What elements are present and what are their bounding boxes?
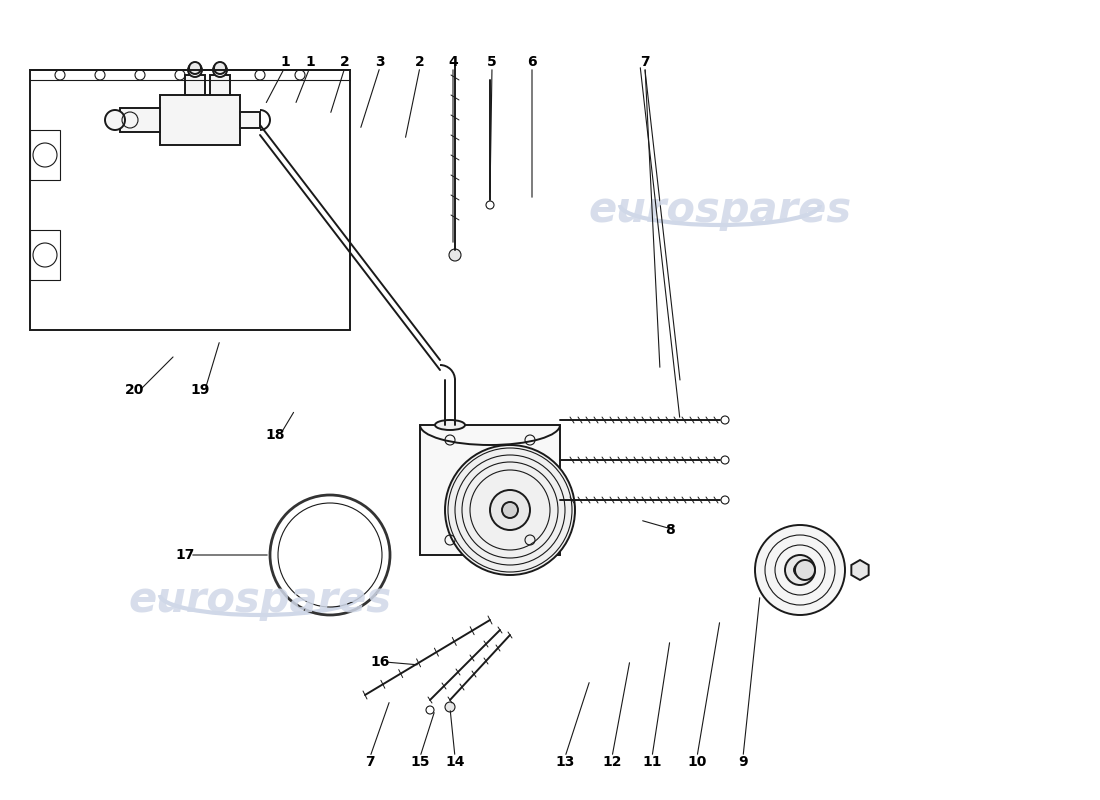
Polygon shape [851, 560, 869, 580]
Text: 14: 14 [446, 755, 464, 769]
Text: 20: 20 [125, 383, 145, 397]
Text: 12: 12 [603, 755, 622, 769]
Bar [420, 425, 560, 555]
Bar [160, 95, 240, 145]
Circle shape [188, 63, 202, 77]
Circle shape [446, 702, 455, 712]
Text: 16: 16 [371, 655, 389, 669]
Text: 5: 5 [487, 55, 497, 69]
Text: 18: 18 [265, 428, 285, 442]
Ellipse shape [434, 420, 465, 430]
Ellipse shape [214, 62, 225, 74]
Circle shape [502, 502, 518, 518]
Bar [30, 70, 350, 330]
Text: eurospares: eurospares [129, 579, 392, 621]
Bar [240, 112, 260, 128]
Bar [120, 108, 160, 132]
Bar [30, 230, 60, 280]
Text: 7: 7 [365, 755, 375, 769]
Text: eurospares: eurospares [588, 189, 851, 231]
Circle shape [446, 445, 575, 575]
Text: 15: 15 [410, 755, 430, 769]
Circle shape [449, 249, 461, 261]
Circle shape [794, 564, 806, 576]
Text: 3: 3 [375, 55, 385, 69]
Text: 7: 7 [640, 55, 650, 69]
Text: 1: 1 [305, 55, 315, 69]
Text: 17: 17 [175, 548, 195, 562]
Text: 4: 4 [448, 55, 458, 69]
Text: 19: 19 [190, 383, 210, 397]
Bar [185, 75, 205, 95]
Circle shape [104, 110, 125, 130]
Text: 2: 2 [340, 55, 350, 69]
Text: 10: 10 [688, 755, 706, 769]
Text: 9: 9 [738, 755, 748, 769]
Bar [210, 75, 230, 95]
Bar [30, 130, 60, 180]
Circle shape [755, 525, 845, 615]
Ellipse shape [189, 62, 201, 74]
Circle shape [785, 555, 815, 585]
Circle shape [213, 63, 227, 77]
Text: 8: 8 [666, 523, 675, 537]
Text: 6: 6 [527, 55, 537, 69]
Text: 1: 1 [280, 55, 290, 69]
Circle shape [490, 490, 530, 530]
Text: 11: 11 [642, 755, 662, 769]
Text: 13: 13 [556, 755, 574, 769]
Circle shape [795, 560, 815, 580]
Text: 2: 2 [415, 55, 425, 69]
